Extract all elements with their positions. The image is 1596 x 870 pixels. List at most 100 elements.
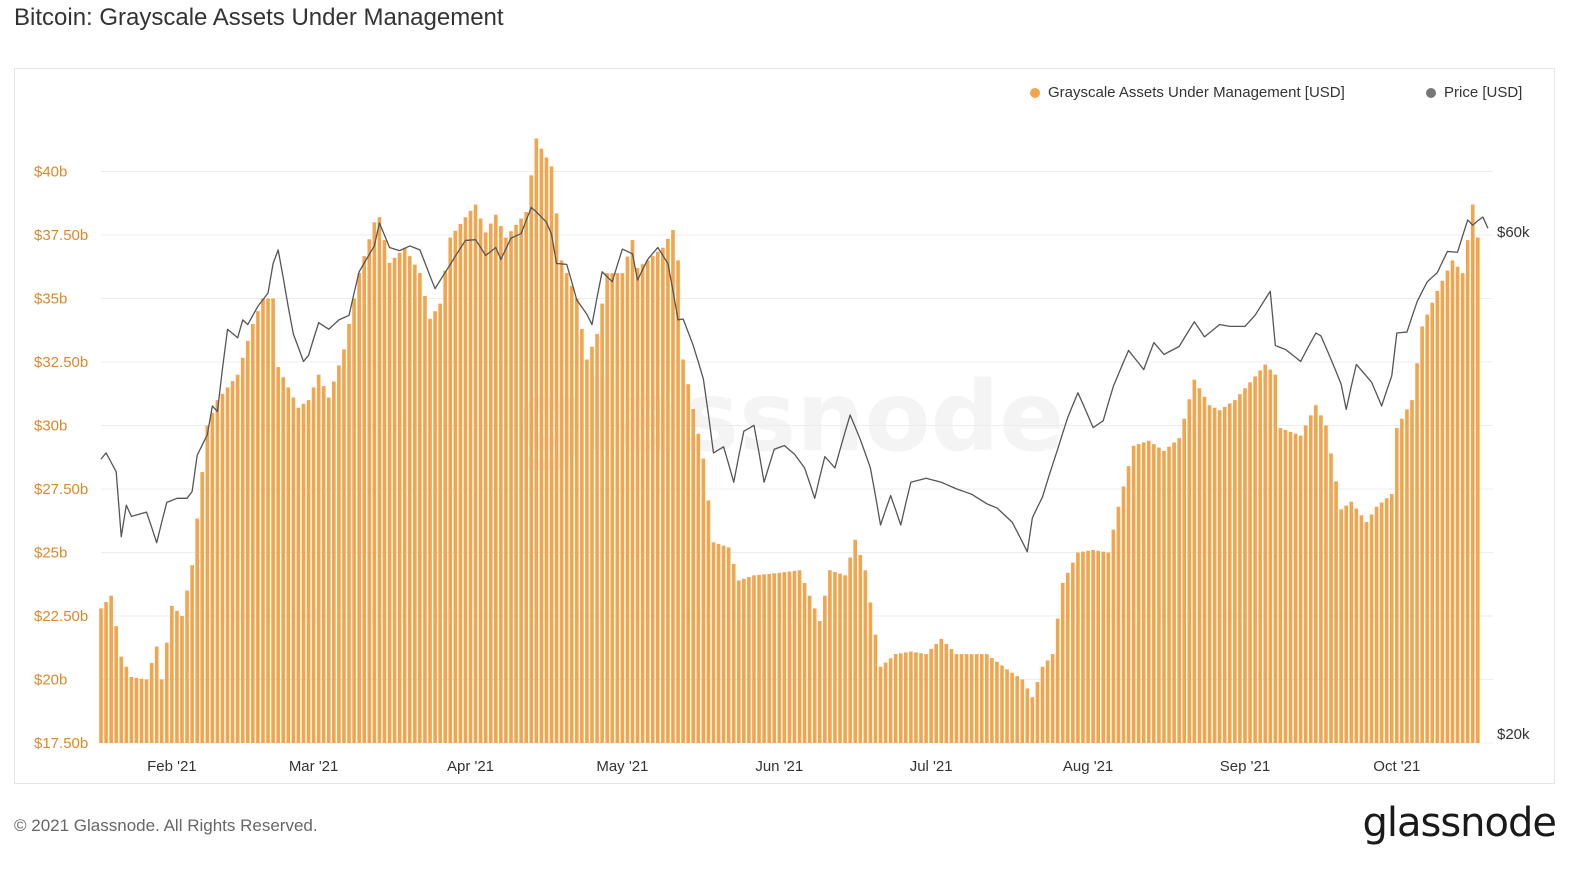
aum-bar — [1126, 466, 1131, 743]
aum-bar — [716, 544, 721, 743]
aum-bar — [1065, 572, 1070, 743]
aum-bar — [873, 634, 878, 743]
aum-bar — [747, 577, 751, 743]
aum-bar — [1410, 400, 1414, 743]
legend-dot-aum — [1030, 87, 1040, 98]
aum-bar — [1202, 396, 1207, 743]
aum-bar — [736, 580, 741, 743]
aum-bar — [235, 374, 240, 743]
aum-bar — [357, 273, 361, 743]
left-axis-tick-label: $40b — [34, 164, 67, 181]
aum-bar — [767, 573, 771, 743]
aum-bar — [898, 653, 903, 743]
aum-bar — [691, 408, 696, 743]
aum-bar — [752, 575, 756, 743]
aum-bar — [458, 223, 463, 744]
aum-bar — [164, 642, 169, 743]
aum-bar — [878, 666, 883, 743]
aum-bar — [342, 349, 346, 743]
aum-bar — [362, 256, 367, 743]
aum-bar — [1192, 379, 1197, 743]
aum-bar — [944, 643, 949, 743]
aum-bar — [1020, 679, 1025, 743]
aum-bar — [1298, 435, 1303, 743]
aum-bar — [742, 578, 746, 743]
aum-bar — [1136, 444, 1141, 743]
aum-bar — [726, 547, 731, 743]
legend-label-price: Price [USD] — [1444, 84, 1523, 101]
aum-bar — [1278, 428, 1283, 743]
aum-bar — [311, 387, 316, 743]
chart-panel — [14, 68, 1555, 784]
aum-bar — [696, 433, 701, 743]
aum-bar — [124, 666, 129, 743]
aum-bar — [1253, 376, 1257, 743]
aum-bar — [904, 652, 908, 743]
aum-bar — [149, 662, 154, 743]
aum-bar — [645, 260, 650, 743]
aum-bar — [134, 677, 139, 743]
aum-bar — [407, 256, 412, 743]
aum-bar — [600, 303, 604, 743]
aum-bar — [402, 247, 407, 743]
left-axis-tick-label: $32.50b — [34, 354, 88, 371]
aum-bar — [817, 621, 822, 743]
aum-bar — [1344, 505, 1349, 743]
aum-bar — [1430, 302, 1435, 743]
aum-bar — [185, 590, 189, 743]
aum-bar — [979, 654, 984, 743]
glassnode-logo[interactable]: glassnode — [1362, 800, 1557, 846]
aum-bar — [569, 285, 574, 743]
aum-bar — [564, 273, 569, 743]
legend-item-aum[interactable]: Grayscale Assets Under Management [USD] — [1030, 84, 1345, 101]
bar-series — [99, 138, 1480, 744]
aum-bar — [949, 649, 954, 743]
aum-bar — [661, 247, 665, 743]
aum-bar — [1334, 481, 1338, 743]
aum-bar — [1293, 433, 1298, 743]
aum-bar — [580, 328, 584, 743]
aum-bar — [914, 652, 918, 743]
legend-item-price[interactable]: Price [USD] — [1426, 84, 1522, 101]
aum-bar — [1273, 374, 1278, 743]
aum-bar — [797, 570, 802, 743]
aum-bar — [200, 472, 205, 743]
aum-bar — [1091, 549, 1095, 743]
aum-bar — [777, 572, 782, 743]
aum-bar — [326, 397, 331, 743]
chart-title: Bitcoin: Grayscale Assets Under Manageme… — [14, 4, 504, 31]
left-axis-tick-label: $22.50b — [34, 608, 88, 625]
aum-bar — [807, 595, 812, 743]
aum-bar — [1263, 364, 1268, 743]
aum-bar — [711, 542, 716, 743]
aum-bar — [1475, 237, 1480, 744]
aum-bar — [676, 260, 680, 743]
aum-bar — [1384, 498, 1389, 743]
aum-bar — [1177, 438, 1181, 743]
aum-bar — [985, 654, 989, 743]
aum-bar — [220, 393, 225, 743]
aum-bar — [119, 656, 124, 743]
left-axis-tick-label: $27.50b — [34, 481, 88, 498]
aum-bar — [534, 138, 539, 744]
aum-bar — [1035, 682, 1040, 743]
aum-bar — [1146, 440, 1151, 743]
aum-bar — [1167, 446, 1171, 743]
aum-bar — [1005, 669, 1009, 743]
aum-bar — [276, 367, 280, 743]
aum-bar — [934, 643, 939, 743]
aum-bar — [1010, 672, 1014, 743]
copyright-text: © 2021 Glassnode. All Rights Reserved. — [14, 816, 318, 835]
aum-bar — [650, 256, 655, 743]
left-axis-tick-label: $30b — [34, 418, 67, 435]
aum-bar — [1465, 240, 1470, 743]
aum-bar — [1400, 418, 1404, 743]
aum-bar — [1460, 273, 1465, 743]
aum-bar — [1435, 290, 1440, 743]
aum-bar — [195, 518, 199, 743]
aum-bar — [1364, 522, 1369, 743]
aum-bar — [1268, 369, 1273, 743]
aum-bar — [838, 573, 842, 743]
x-axis-tick-label: Apr '21 — [447, 758, 494, 775]
